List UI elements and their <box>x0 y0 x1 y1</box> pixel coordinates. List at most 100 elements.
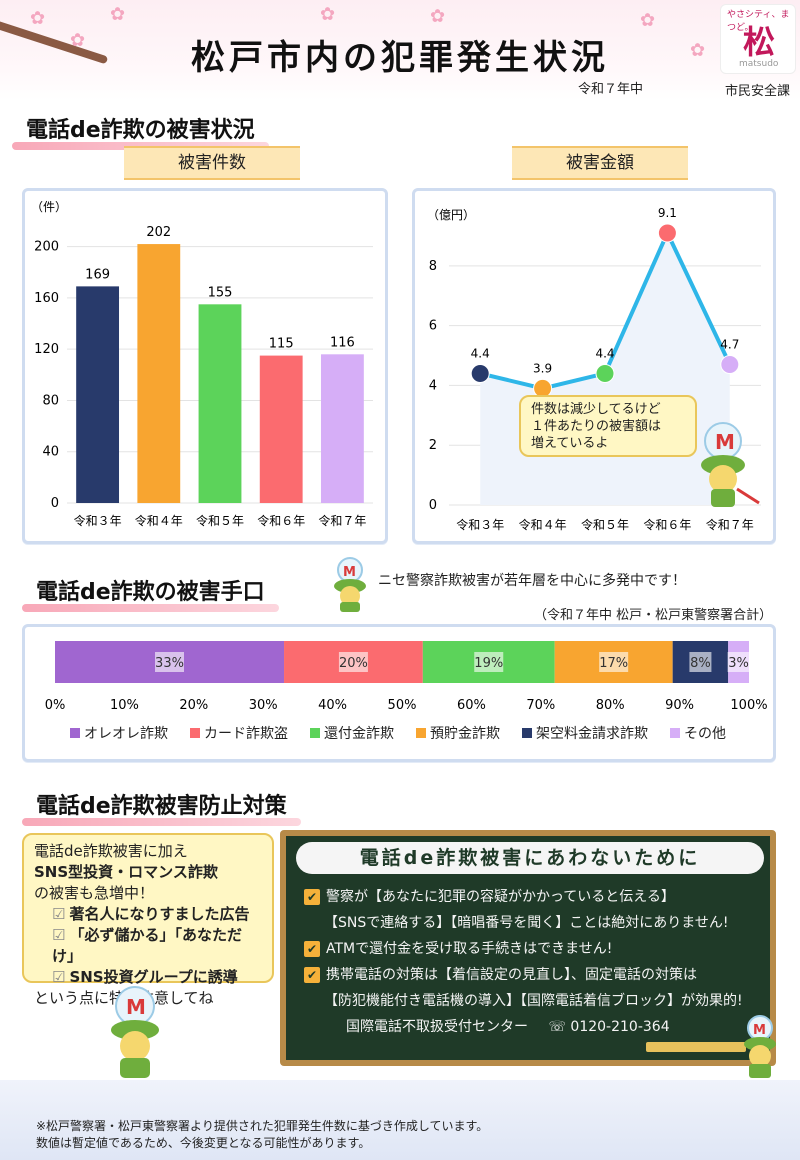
y-tick-label: 6 <box>429 319 437 334</box>
data-label-bg <box>689 652 712 672</box>
legend-swatch <box>190 728 200 738</box>
data-label: 115 <box>269 337 294 352</box>
footer-note: ※松戸警察署・松戸東警察署より提供された犯罪発生件数に基づき作成しています。 <box>36 1119 489 1133</box>
x-tick-label: 50% <box>388 698 417 713</box>
legend-swatch <box>670 728 680 738</box>
y-axis-label: （件） <box>31 200 67 214</box>
x-tick-label: 100% <box>730 698 767 713</box>
bar-chart-title: 被害件数 <box>124 146 300 180</box>
methods-chart-panel: 33% 20% 19% 17% 8% 3% 0% 10% 20% 30% 40% 50% 60% 70% 8… <box>22 624 776 762</box>
blossom-icon: ✿ <box>430 6 446 27</box>
line-chart-panel: （億円） 0 2 4 6 8 4.4 令和３年 3.9 令和４年 4.4 令和５年 9.1 令和６年 4.7… <box>412 188 776 544</box>
bar <box>198 304 242 503</box>
blossom-icon: ✿ <box>70 30 86 51</box>
y-tick-label: 160 <box>34 291 59 306</box>
data-label: 9.1 <box>658 206 677 220</box>
logo-arc-text: やさシティ、まつど。 <box>727 10 790 33</box>
legend-swatch <box>522 728 532 738</box>
board-item: ✔ ATMで還付金を受け取る手続きはできません! <box>304 938 612 958</box>
chalk-tray <box>646 1042 746 1052</box>
page-title: 松戸市内の犯罪発生状況 <box>191 38 609 78</box>
tips-line: の被害も急増中！ <box>34 884 155 902</box>
y-tick-label: 40 <box>42 445 59 460</box>
tips-check-text: 著名人になりすました広告 <box>69 905 250 923</box>
check-icon: ✔ <box>304 967 320 983</box>
phone-number: 0120-210-364 <box>570 1019 670 1035</box>
y-tick-label: 0 <box>51 496 59 511</box>
data-label-bg <box>727 652 750 672</box>
data-label: 155 <box>208 285 233 300</box>
legend-swatch <box>310 728 320 738</box>
y-axis-label: （億円） <box>427 208 475 222</box>
blossom-icon: ✿ <box>690 40 706 61</box>
data-label: 3.9 <box>533 361 552 375</box>
x-tick-label: 0% <box>45 698 66 713</box>
y-tick-label: 120 <box>34 342 59 357</box>
legend-label: 預貯金詐欺 <box>430 726 500 742</box>
city-skyline-background <box>0 1080 800 1160</box>
y-tick-label: 4 <box>429 378 437 393</box>
data-source-note: （令和７年中 松戸・松戸東警察署合計） <box>534 608 773 623</box>
tips-check-item: ☑ 「必ず儲かる」「あなただけ」 <box>34 925 262 967</box>
x-tick-label: 令和４年 <box>519 517 567 532</box>
x-tick-label: 70% <box>526 698 555 713</box>
tips-line: 電話de詐欺被害に加え <box>34 842 188 860</box>
data-label: 8% <box>690 656 711 671</box>
legend-label: その他 <box>684 726 726 742</box>
line-chart-title: 被害金額 <box>512 146 688 180</box>
x-tick-label: 60% <box>457 698 486 713</box>
board-item-text: 携帯電話の対策は【着信設定の見直し】、固定電話の対策は <box>326 967 697 983</box>
blossom-icon: ✿ <box>30 8 46 29</box>
data-point <box>720 354 740 374</box>
stacked-bar-chart: 33% 20% 19% 17% 8% 3% 0% 10% 20% 30% 40% 50% 60% 70% 8… <box>45 641 768 713</box>
mascot-speech-bubble: 件数は減少してるけど １件あたりの被害額は 増えているよ <box>519 395 697 457</box>
legend-item: オレオレ詐欺 <box>70 723 168 743</box>
phone-contact-label: 国際電話不取扱受付センター <box>346 1019 528 1035</box>
x-tick-label: 10% <box>110 698 139 713</box>
prevention-chalkboard: 電話de詐欺被害にあわないために ✔ 警察が【あなたに犯罪の容疑がかかっていると伝… <box>280 830 776 1066</box>
data-label: 4.7 <box>720 337 739 351</box>
checkbox-icon: ☑ <box>52 968 66 986</box>
data-point <box>470 363 490 383</box>
x-tick-label: 40% <box>318 698 347 713</box>
y-tick-label: 80 <box>42 393 59 408</box>
blossom-icon: ✿ <box>320 4 336 25</box>
legend-label: 架空料金請求詐欺 <box>536 726 648 742</box>
board-item-continued: 【防犯機能付き電話機の導入】【国際電話着信ブロック】が効果的! <box>324 993 743 1009</box>
x-tick-label: 90% <box>665 698 694 713</box>
mascot-icon: M <box>744 1015 776 1078</box>
data-label: 4.4 <box>471 346 490 360</box>
y-tick-label: 200 <box>34 240 59 255</box>
legend-item: 預貯金詐欺 <box>416 723 500 743</box>
bar <box>259 355 303 503</box>
x-tick-label: 80% <box>596 698 625 713</box>
data-label: 202 <box>146 225 171 240</box>
x-tick-label: 令和６年 <box>643 517 691 532</box>
board-item: ✔ 携帯電話の対策は【着信設定の見直し】、固定電話の対策は <box>304 964 697 984</box>
y-tick-label: 8 <box>429 259 437 274</box>
section-heading-methods: 電話de詐欺の被害手口 <box>22 574 279 612</box>
data-label: 116 <box>330 335 355 350</box>
footer-note: 数値は暫定値であるため、今後変更となる可能性があります。 <box>36 1136 371 1150</box>
period-label: 令和７年中 <box>578 82 644 97</box>
x-tick-label: 令和７年 <box>706 517 754 532</box>
legend-item: 還付金詐欺 <box>310 723 394 743</box>
x-tick-label: 30% <box>249 698 278 713</box>
board-item-continued: 【SNSで連絡する】【暗唱番号を聞く】ことは絶対にありません! <box>324 915 729 931</box>
data-label-bg <box>338 652 368 672</box>
bar-chart-panel: （件） 0 40 80 120 160 200 169 令和３年 202 令和４年 155 令和５年 11… <box>22 188 388 544</box>
data-label: 20% <box>339 656 368 671</box>
legend-label: カード詐欺盗 <box>204 726 288 742</box>
cherry-branch <box>0 19 109 65</box>
section-heading-prevention: 電話de詐欺被害防止対策 <box>22 788 301 826</box>
footer-notes: ※松戸警察署・松戸東警察署より提供された犯罪発生件数に基づき作成しています。 数… <box>36 1118 488 1152</box>
header: ✿ ✿ ✿ ✿ ✿ ✿ ✿ 松戸市内の犯罪発生状況 令和７年中 やさシティ、まつ… <box>0 0 800 100</box>
checkbox-icon: ☑ <box>52 905 66 923</box>
x-tick-label: 令和５年 <box>196 513 244 528</box>
board-item: ✔ 警察が【あなたに犯罪の容疑がかかっていると伝える】 <box>304 886 675 906</box>
bar <box>320 354 364 503</box>
city-logo: やさシティ、まつど。 松 matsudo <box>720 4 796 74</box>
svg-text:M: M <box>715 430 735 454</box>
mascot-icon: M <box>111 986 159 1078</box>
legend-swatch <box>70 728 80 738</box>
